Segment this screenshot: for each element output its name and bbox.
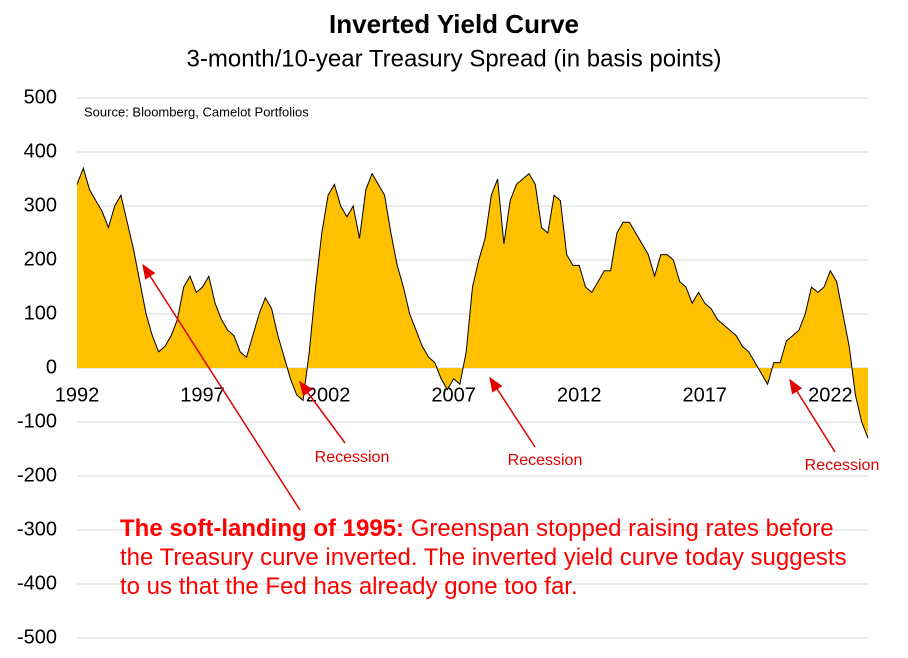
annotation: Recession (508, 452, 583, 469)
y-tick-label: -200 (17, 464, 57, 486)
x-tick-label: 2017 (683, 384, 728, 406)
note: The soft-landing of 1995: Greenspan stop… (120, 514, 850, 601)
note-lead: The soft-landing of 1995: (120, 515, 405, 542)
source: Source: Bloomberg, Camelot Portfolios (84, 104, 309, 119)
y-tick-label: 500 (24, 86, 57, 108)
x-tick-label: 2002 (306, 384, 351, 406)
y-tick-label: -300 (17, 518, 57, 540)
annotation: Recession (315, 449, 390, 466)
x-tick-label: 1992 (55, 384, 100, 406)
arrow (299, 380, 346, 444)
note-text: Greenspan stopped raising rates before t… (120, 515, 847, 600)
y-tick-label: 0 (46, 356, 57, 378)
y-tick-label: -400 (17, 572, 57, 594)
y-tick-label: 300 (24, 194, 57, 216)
chart-title: Inverted Yield Curve (329, 9, 579, 39)
area (77, 168, 868, 439)
x-tick-label: 2022 (808, 384, 853, 406)
annotation: Recession (805, 457, 880, 474)
y-tick-label: -100 (17, 410, 57, 432)
line (76, 166, 869, 439)
y-tick-label: 200 (24, 248, 57, 270)
x-tick-label: 1997 (180, 384, 225, 406)
arrow (489, 376, 536, 448)
chart-subtitle: 3-month/10-year Treasury Spread (in basi… (187, 45, 722, 72)
arrow (142, 263, 301, 511)
x-tick-label: 2007 (431, 384, 476, 406)
y-tick-label: 400 (24, 140, 57, 162)
x-tick-label: 2012 (557, 384, 602, 406)
arrow (789, 378, 836, 453)
y-tick-label: -500 (17, 626, 57, 648)
y-tick-label: 100 (24, 302, 57, 324)
